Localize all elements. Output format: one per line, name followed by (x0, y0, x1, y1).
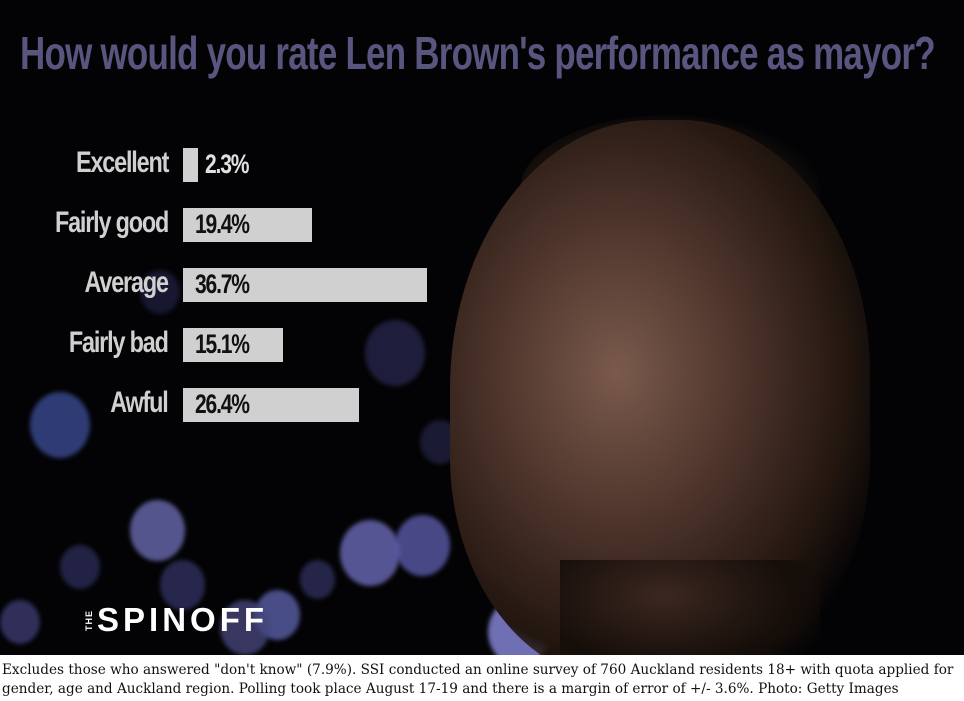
background-photo: How would you rate Len Brown's performan… (0, 0, 964, 655)
bokeh-circle (395, 515, 450, 576)
logo-the: THE (84, 609, 94, 631)
value-label: 2.3% (205, 149, 249, 179)
bokeh-circle (140, 270, 180, 314)
chart-title: How would you rate Len Brown's performan… (20, 27, 936, 79)
bar (183, 148, 199, 182)
bokeh-circle (130, 500, 185, 561)
value-label: 15.1% (195, 329, 250, 359)
bar (183, 328, 284, 362)
bar (183, 208, 312, 242)
category-label: Fairly good (54, 206, 169, 239)
category-label: Fairly bad (69, 326, 169, 359)
bokeh-circle (220, 600, 270, 655)
bokeh-circle (0, 600, 40, 644)
logo-spinoff: SPINOFF (97, 601, 269, 638)
bokeh-circle (160, 560, 205, 610)
value-label: 19.4% (195, 209, 250, 239)
value-label: 26.4% (195, 389, 250, 419)
bokeh-circle (365, 320, 425, 386)
bar (183, 268, 428, 302)
category-label: Excellent (75, 146, 169, 179)
bokeh-circle (60, 545, 100, 589)
photo-neck (560, 560, 820, 655)
bokeh-circle (340, 520, 400, 586)
value-label: 36.7% (195, 269, 250, 299)
bokeh-circle (300, 560, 335, 599)
category-label: Awful (110, 386, 170, 419)
bokeh-circle (30, 392, 90, 458)
bar (183, 388, 359, 422)
caption: Excludes those who answered "don't know"… (2, 662, 954, 697)
spinoff-logo: THE SPINOFF (84, 601, 268, 639)
category-label: Average (84, 266, 169, 299)
